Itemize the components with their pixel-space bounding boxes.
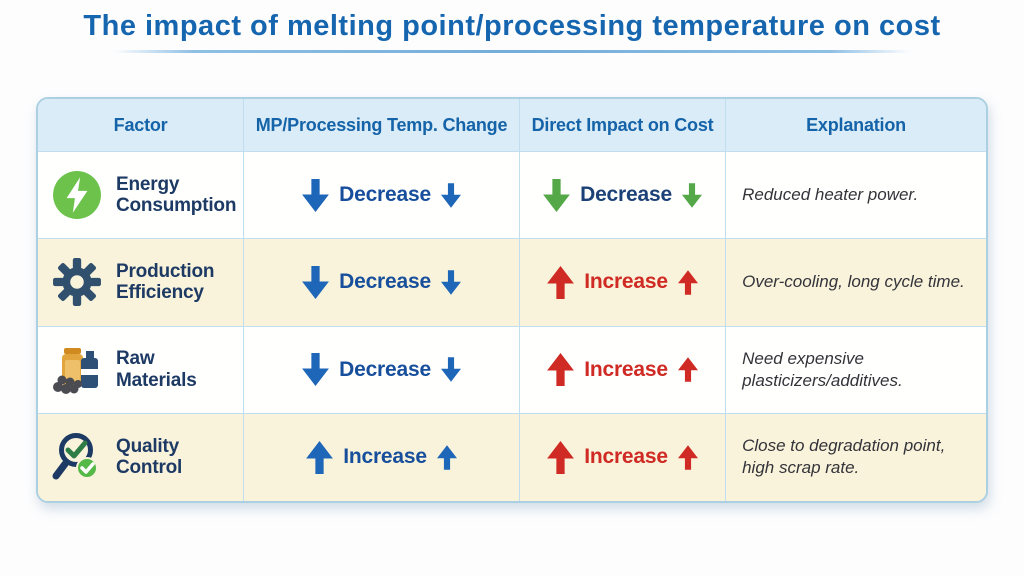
gear-icon: [51, 256, 103, 308]
temp-change-cell: Decrease: [244, 326, 520, 414]
down-arrow-icon: [302, 178, 330, 212]
explanation-cell: Need expensive plasticizers/additives.: [726, 326, 986, 414]
cost-impact-cell: Increase: [519, 326, 727, 414]
temp-change-cell: Decrease: [244, 152, 520, 240]
up-arrow-icon: [436, 445, 457, 470]
factor-cell-energy: Energy Consumption: [38, 152, 245, 240]
impact-label: Increase: [343, 445, 427, 469]
down-arrow-icon: [440, 357, 461, 382]
up-arrow-icon: [547, 353, 575, 387]
impact-table-grid: Factor MP/Processing Temp. Change Direct…: [38, 99, 986, 501]
factor-label: Quality Control: [116, 436, 183, 479]
explanation-cell: Over-cooling, long cycle time.: [726, 239, 986, 327]
factor-cell-production: Production Efficiency: [38, 239, 245, 327]
down-arrow-icon: [440, 270, 461, 295]
factor-label: Energy Consumption: [116, 173, 237, 217]
impact-label: Increase: [584, 270, 668, 294]
temp-change-cell: Increase: [244, 413, 520, 501]
up-arrow-icon: [547, 440, 575, 474]
header-cell-factor: Factor: [38, 99, 245, 152]
cost-impact-cell: Increase: [519, 239, 727, 327]
title-underline: [114, 50, 910, 53]
impact-label: Decrease: [339, 357, 431, 381]
impact-label: Increase: [584, 357, 668, 381]
down-arrow-icon: [681, 182, 702, 208]
materials-icon: [51, 344, 103, 396]
factor-cell-materials: Raw Materials: [38, 326, 245, 414]
cost-impact-cell: Decrease: [519, 152, 727, 240]
up-arrow-icon: [677, 357, 698, 382]
factor-label: Production Efficiency: [116, 261, 215, 304]
temp-change-cell: Decrease: [244, 239, 520, 327]
quality-icon: [51, 431, 103, 483]
cost-impact-cell: Increase: [519, 413, 727, 501]
down-arrow-icon: [302, 265, 330, 299]
impact-label: Decrease: [339, 270, 431, 294]
energy-icon: [51, 169, 103, 221]
header-cell-cost-impact: Direct Impact on Cost: [519, 99, 727, 152]
up-arrow-icon: [306, 440, 334, 474]
impact-label: Increase: [584, 445, 668, 469]
impact-label: Decrease: [580, 183, 672, 207]
up-arrow-icon: [547, 265, 575, 299]
down-arrow-icon: [302, 353, 330, 387]
header-cell-explanation: Explanation: [726, 99, 986, 152]
factor-label: Raw Materials: [116, 348, 197, 391]
explanation-cell: Reduced heater power.: [726, 152, 986, 240]
impact-label: Decrease: [339, 183, 431, 207]
down-arrow-icon: [543, 178, 571, 212]
explanation-cell: Close to degradation point, high scrap r…: [726, 413, 986, 501]
page-title: The impact of melting point/processing t…: [83, 10, 941, 42]
up-arrow-icon: [677, 270, 698, 295]
down-arrow-icon: [440, 182, 461, 208]
up-arrow-icon: [677, 445, 698, 470]
factor-cell-quality: Quality Control: [38, 413, 245, 501]
header-cell-temp-change: MP/Processing Temp. Change: [244, 99, 520, 152]
impact-table: Factor MP/Processing Temp. Change Direct…: [36, 97, 988, 503]
